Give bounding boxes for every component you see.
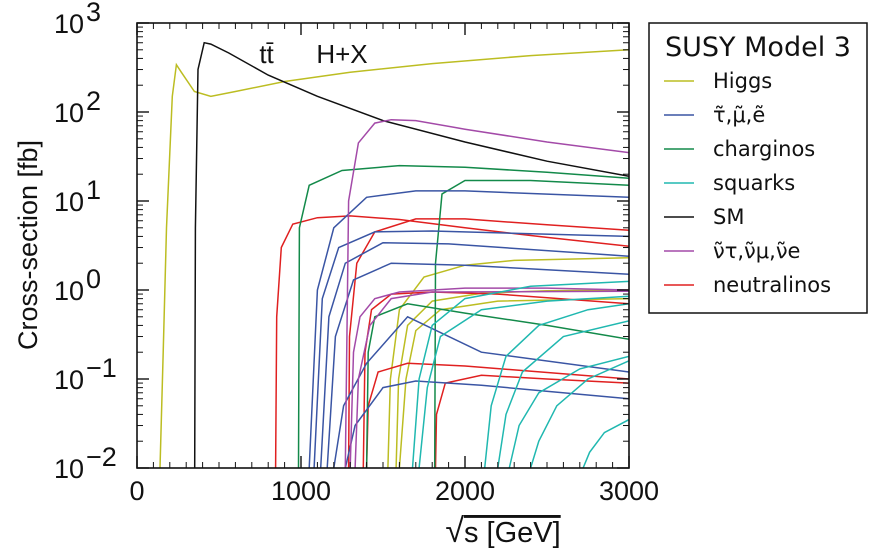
y-tick-label: 10 bbox=[54, 454, 84, 484]
series-line-0 bbox=[159, 49, 629, 468]
legend-box bbox=[648, 22, 868, 314]
series-layer bbox=[159, 41, 629, 468]
series-line-10 bbox=[297, 164, 629, 468]
series-line-1 bbox=[193, 41, 629, 468]
series-line-5 bbox=[274, 215, 629, 468]
y-tick-exponent: 2 bbox=[86, 86, 101, 116]
annotation-label: tt̄ bbox=[259, 39, 274, 69]
x-axis-label-text: s [GeV] bbox=[464, 517, 561, 549]
legend-label: neutralinos bbox=[713, 273, 831, 297]
y-tick-label: 10 bbox=[54, 9, 84, 39]
legend-label: Higgs bbox=[713, 69, 772, 93]
legend-label: SM bbox=[713, 205, 744, 229]
svg-text:√s [GeV]: √s [GeV] bbox=[445, 512, 560, 550]
series-line-21 bbox=[354, 290, 629, 468]
series-line-11 bbox=[433, 179, 629, 468]
series-line-14 bbox=[313, 230, 629, 468]
series-line-16 bbox=[326, 262, 629, 468]
series-line-2 bbox=[387, 257, 629, 468]
legend-label: τ̃,μ̃,ẽ bbox=[713, 103, 765, 127]
series-line-19 bbox=[344, 118, 629, 468]
legend-label: ν̃τ,ν̃μ,ν̃e bbox=[713, 239, 800, 263]
legend-label: charginos bbox=[713, 137, 815, 161]
series-line-17 bbox=[333, 315, 629, 468]
y-axis-label: Cross-section [fb] bbox=[13, 140, 43, 350]
y-tick-label: 10 bbox=[54, 365, 84, 395]
series-line-6 bbox=[347, 218, 629, 468]
legend-label: squarks bbox=[713, 171, 795, 195]
x-axis-label-radical: √ bbox=[445, 512, 464, 550]
x-tick-label: 1000 bbox=[271, 476, 331, 506]
y-tick-exponent: −2 bbox=[86, 442, 117, 472]
series-line-18 bbox=[344, 380, 629, 468]
x-tick-label: 3000 bbox=[599, 476, 659, 506]
series-line-15 bbox=[319, 241, 629, 468]
legend: SUSY Model 3 Higgs τ̃,μ̃,ẽ charginos squark… bbox=[648, 22, 868, 314]
y-tick-exponent: −1 bbox=[86, 353, 117, 383]
legend-entries: Higgs τ̃,μ̃,ẽ charginos squarks SM ν̃τ,ν̃μ,ν̃… bbox=[664, 69, 831, 297]
y-tick-label: 10 bbox=[54, 98, 84, 128]
series-line-4 bbox=[398, 297, 629, 468]
series-line-24 bbox=[483, 303, 629, 468]
y-tick-exponent: 3 bbox=[86, 0, 101, 27]
y-tick-exponent: 1 bbox=[86, 175, 101, 205]
series-line-27 bbox=[529, 360, 629, 468]
annotations: tt̄ H+X bbox=[259, 39, 367, 69]
legend-title: SUSY Model 3 bbox=[665, 32, 851, 63]
series-line-20 bbox=[349, 287, 629, 468]
x-tick-label: 2000 bbox=[435, 476, 495, 506]
x-tick-label: 0 bbox=[129, 476, 144, 506]
annotation-label: H+X bbox=[316, 39, 367, 69]
y-tick-label: 10 bbox=[54, 187, 84, 217]
x-tick-labels: 0 1000 2000 3000 bbox=[129, 476, 659, 506]
series-line-13 bbox=[308, 190, 629, 468]
y-tick-label: 10 bbox=[54, 276, 84, 306]
series-line-22 bbox=[411, 280, 629, 468]
x-axis-label: √s [GeV] bbox=[445, 512, 560, 550]
series-line-26 bbox=[508, 355, 629, 468]
plot-frame bbox=[136, 22, 630, 469]
series-line-25 bbox=[497, 320, 629, 468]
axis-ticks bbox=[136, 22, 630, 469]
series-line-23 bbox=[418, 295, 629, 468]
y-tick-exponent: 0 bbox=[86, 264, 101, 294]
series-line-12 bbox=[365, 303, 629, 468]
series-line-28 bbox=[582, 418, 629, 468]
svg-text:Cross-section [fb]: Cross-section [fb] bbox=[13, 140, 43, 350]
